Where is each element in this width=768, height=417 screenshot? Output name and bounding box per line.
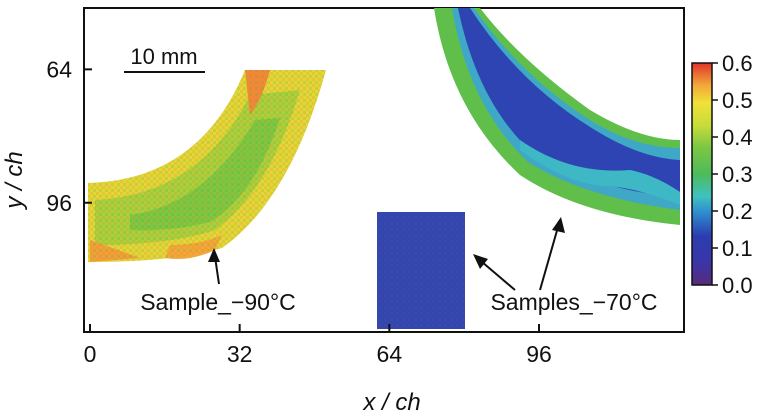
annotation-left: Sample_−90°C: [140, 289, 296, 315]
colorbar-tick-label: 0.2: [722, 199, 753, 224]
arrow-arc-line: [539, 219, 561, 291]
colorbar-tick-label: 0.5: [722, 88, 753, 113]
colorbar: [691, 62, 713, 286]
colorbar-tick-label: 0.0: [722, 273, 753, 298]
colorbar-tick-label: 0.6: [722, 51, 753, 76]
x-tick-label: 0: [84, 341, 97, 367]
region-sample-minus90: [88, 70, 326, 262]
colorbar-tick-label: 0.3: [722, 162, 753, 187]
y-axis-ticks: 64 96: [46, 56, 92, 216]
scale-bar-label: 10 mm: [130, 44, 197, 69]
x-tick-label: 96: [526, 341, 552, 367]
y-tick-label: 64: [46, 56, 72, 82]
region-samples-minus70-arc: [434, 8, 680, 225]
region-samples-minus70-rect: [377, 212, 465, 329]
x-axis-label: x / ch: [362, 389, 420, 416]
arrow-arc-head: [552, 217, 565, 233]
colorbar-tick-label: 0.1: [722, 236, 753, 261]
x-tick-label: 64: [377, 341, 403, 367]
heatmap-regions: [88, 8, 680, 329]
x-tick-label: 32: [227, 341, 253, 367]
y-axis-label: y / ch: [1, 151, 28, 210]
arrow-left-head: [208, 248, 220, 262]
colorbar-ticks: 0.0 0.1 0.2 0.3 0.4 0.5 0.6: [712, 51, 753, 298]
y-tick-label: 96: [46, 190, 72, 216]
annotation-right: Samples_−70°C: [490, 289, 657, 315]
colorbar-tick-label: 0.4: [722, 125, 753, 150]
arrow-rect-head: [473, 254, 488, 269]
x-axis-ticks: 0 32 64 96: [84, 324, 552, 367]
